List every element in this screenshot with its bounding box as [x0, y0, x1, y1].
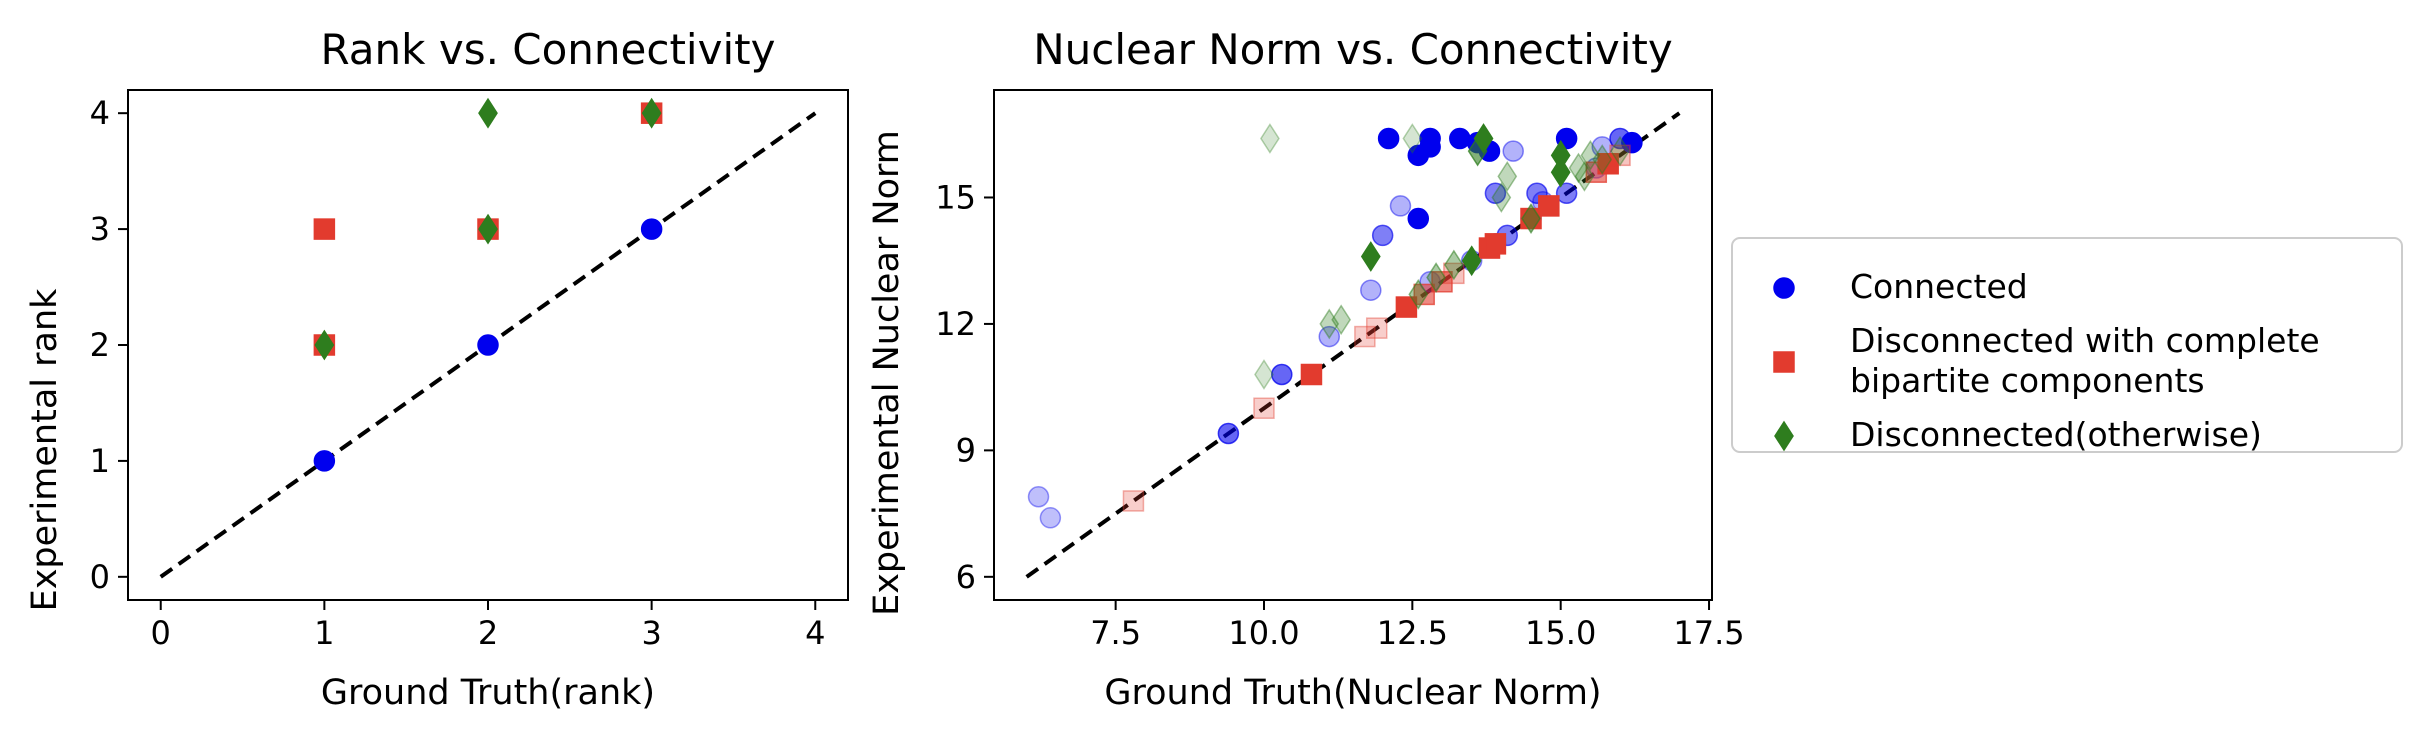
nuclear-connected-point — [1039, 507, 1062, 529]
nuclear-x-tick-label: 10.0 — [1228, 614, 1299, 652]
nuclear-x-tick-label: 7.5 — [1090, 614, 1141, 652]
nuclear-x-tick-label: 15.0 — [1525, 614, 1596, 652]
nuclear-connected-point — [1318, 325, 1341, 348]
nuclear-otherwise-point — [1360, 241, 1381, 272]
rank-bipartite-point — [313, 218, 336, 240]
nuclear-bipartite-point — [1365, 317, 1388, 339]
rank-y-tick-label: 0 — [90, 558, 110, 596]
nuclear-otherwise-point — [1443, 249, 1464, 281]
legend-connected-label: Connected — [1850, 267, 2028, 306]
nuclear-otherwise-point — [1574, 161, 1595, 192]
rank-connected-point — [640, 218, 663, 240]
nuclear-otherwise-point — [1254, 359, 1274, 390]
legend-connected-marker — [1773, 277, 1795, 299]
rank-connected-point — [313, 450, 336, 472]
legend-bipartite-marker — [1773, 351, 1795, 373]
nuclear-otherwise-point — [1580, 139, 1601, 171]
nuclear-x-tick-label: 17.5 — [1673, 614, 1744, 652]
nuclear-connected-point — [1027, 485, 1050, 508]
nuclear-connected-point — [1371, 224, 1394, 247]
rank-x-axis-label: Ground Truth(rank) — [321, 673, 655, 713]
nuclear-bipartite-point — [1597, 153, 1619, 175]
rank-x-tick-label: 3 — [641, 614, 661, 652]
nuclear-axes-frame — [993, 89, 1713, 601]
nuclear-y-axis-label: Experimental Nuclear Norm — [867, 130, 907, 616]
nuclear-otherwise-point — [1473, 123, 1494, 154]
legend-frame — [1731, 237, 2403, 453]
rank-otherwise-point — [478, 213, 498, 245]
nuclear-y-tick-label: 12 — [935, 305, 976, 343]
nuclear-chart-title: Nuclear Norm vs. Connectivity — [1033, 25, 1673, 74]
legend: Connected Disconnected with completebipar… — [1731, 237, 2403, 454]
legend-bipartite-label: bipartite components — [1850, 361, 2205, 400]
nuclear-otherwise-point — [1461, 245, 1482, 277]
rank-y-axis-label: Experimental rank — [25, 288, 65, 612]
nuclear-y-tick-label: 15 — [935, 178, 976, 216]
rank-x-tick-label: 2 — [478, 614, 498, 652]
nuclear-otherwise-point — [1592, 144, 1613, 175]
nuclear-norm-subplot: Nuclear Norm vs. Connectivity 7.5 10.0 12.… — [867, 25, 1745, 713]
rank-y-tick-label: 1 — [90, 442, 110, 480]
nuclear-otherwise-point — [1331, 304, 1352, 336]
nuclear-bipartite-point — [1300, 363, 1323, 386]
nuclear-y-tick-label: 6 — [956, 558, 976, 596]
nuclear-bipartite-point — [1413, 283, 1435, 306]
nuclear-bipartite-point — [1354, 325, 1376, 348]
rank-otherwise-point — [478, 97, 498, 129]
rank-x-tick-label: 0 — [151, 614, 171, 652]
nuclear-connected-point — [1609, 127, 1631, 150]
rank-chart-title: Rank vs. Connectivity — [321, 25, 776, 74]
rank-plot-area: 0 1 2 3 4 0 1 2 3 4 — [90, 89, 849, 652]
legend-otherwise-label: Disconnected(otherwise) — [1850, 415, 2262, 454]
nuclear-otherwise-point — [1426, 262, 1446, 293]
rank-otherwise-point — [314, 329, 335, 361]
legend-otherwise-marker — [1774, 420, 1794, 452]
nuclear-bipartite-point — [1253, 397, 1275, 419]
nuclear-connected-point — [1407, 207, 1430, 230]
nuclear-connected-point — [1555, 182, 1578, 205]
rank-connected-point — [477, 334, 499, 356]
nuclear-connected-point — [1389, 195, 1412, 217]
nuclear-otherwise-point — [1497, 161, 1518, 192]
legend-bipartite-label: Disconnected with complete — [1850, 321, 2320, 360]
nuclear-connected-point — [1502, 140, 1524, 162]
nuclear-otherwise-point — [1610, 135, 1630, 167]
nuclear-y-tick-label: 9 — [956, 431, 976, 469]
nuclear-connected-point — [1449, 127, 1471, 150]
nuclear-connected-point — [1217, 422, 1240, 445]
legend-entries: Connected Disconnected with completebipar… — [1773, 267, 2320, 454]
nuclear-bipartite-point — [1609, 144, 1631, 167]
nuclear-otherwise-point — [1260, 123, 1280, 154]
nuclear-otherwise-point — [1491, 182, 1512, 213]
nuclear-x-tick-label: 12.5 — [1377, 614, 1448, 652]
rank-y-tick-label: 3 — [90, 210, 110, 248]
nuclear-connected-point — [1360, 279, 1382, 301]
nuclear-otherwise-point — [1568, 152, 1589, 184]
nuclear-otherwise-point — [1550, 156, 1571, 188]
nuclear-connected-point — [1377, 127, 1400, 150]
nuclear-connected-point — [1419, 136, 1441, 158]
nuclear-bipartite-point — [1395, 296, 1418, 318]
nuclear-otherwise-point — [1319, 308, 1340, 340]
rank-otherwise-point — [641, 97, 662, 129]
nuclear-bipartite-point — [1443, 262, 1465, 285]
nuclear-connected-point — [1271, 363, 1293, 386]
nuclear-otherwise-point — [1521, 203, 1541, 234]
nuclear-x-axis-label: Ground Truth(Nuclear Norm) — [1104, 673, 1601, 713]
rank-y-tick-label: 4 — [90, 94, 110, 132]
rank-subplot: Rank vs. Connectivity 0 1 2 3 4 0 1 2 3 4 Ground … — [25, 25, 849, 713]
rank-x-tick-label: 4 — [805, 614, 825, 652]
nuclear-otherwise-point — [1408, 279, 1429, 310]
nuclear-otherwise-point — [1402, 123, 1423, 154]
nuclear-bipartite-point — [1484, 233, 1507, 255]
rank-x-tick-label: 1 — [314, 614, 334, 652]
nuclear-bipartite-point — [1538, 195, 1560, 217]
nuclear-plot-area: 7.5 10.0 12.5 15.0 17.5 6 9 12 15 — [935, 89, 1745, 652]
rank-y-tick-label: 2 — [90, 326, 110, 364]
nuclear-connected-point — [1484, 182, 1507, 205]
nuclear-bipartite-point — [1122, 490, 1145, 512]
